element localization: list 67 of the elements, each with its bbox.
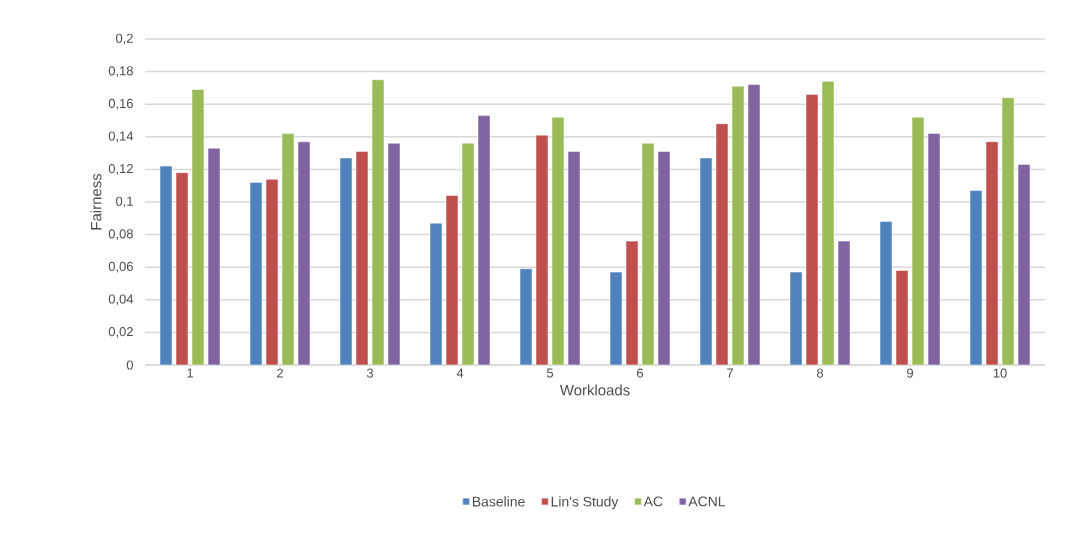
x-tick-label: 2 <box>277 368 283 378</box>
bar <box>461 143 475 366</box>
bar <box>175 172 189 366</box>
legend-label: Baseline <box>472 496 525 507</box>
y-tick-label: 0,16 <box>108 98 133 110</box>
bar <box>339 157 353 366</box>
bar <box>159 165 173 366</box>
x-tick-label: 3 <box>366 368 374 378</box>
bar <box>927 133 941 366</box>
legend-label: Lin's Study <box>551 496 619 510</box>
bar <box>477 115 491 366</box>
bar <box>747 84 761 366</box>
x-tick-label: 4 <box>456 368 464 378</box>
bar <box>821 81 835 366</box>
bar <box>609 271 623 366</box>
y-tick-label: 0,14 <box>108 131 134 143</box>
bar <box>535 134 549 366</box>
x-tick-label: 7 <box>727 368 733 378</box>
x-axis-title: Workloads <box>559 384 630 396</box>
bar <box>715 123 729 366</box>
y-tick-label: 0,18 <box>108 66 133 77</box>
y-tick-label: 0,12 <box>108 164 133 175</box>
bar <box>837 240 851 366</box>
x-tick-label: 1 <box>187 368 193 378</box>
bar <box>1017 164 1031 366</box>
bar <box>551 116 565 366</box>
x-tick-label: 5 <box>546 368 554 378</box>
bar <box>191 89 205 366</box>
bar <box>789 271 803 366</box>
bar <box>895 270 909 366</box>
y-tick-label: 0,2 <box>115 33 133 45</box>
bar <box>805 94 819 366</box>
y-axis-title: Fairness <box>90 173 102 230</box>
bar <box>969 190 983 366</box>
bar <box>281 133 295 366</box>
y-tick-label: 0 <box>126 360 133 370</box>
bar <box>1001 97 1015 366</box>
bar <box>355 151 369 366</box>
bar <box>429 222 443 366</box>
bar <box>625 240 639 366</box>
x-tick-label: 6 <box>637 368 644 378</box>
y-tick-label: 0,08 <box>108 229 133 240</box>
bar <box>249 182 263 366</box>
bar <box>371 79 385 366</box>
bar <box>387 143 401 366</box>
legend-label: AC <box>643 496 663 507</box>
bar <box>641 143 655 366</box>
bar <box>519 268 533 366</box>
bar <box>985 141 999 366</box>
x-tick-label: 8 <box>816 368 824 378</box>
bar <box>699 157 713 366</box>
bar <box>445 195 459 366</box>
bar <box>265 178 279 366</box>
y-tick-label: 0,04 <box>108 294 134 306</box>
bar <box>731 86 745 366</box>
bar <box>879 221 893 366</box>
x-tick-label: 9 <box>907 368 914 378</box>
legend-label: ACNL <box>688 496 726 507</box>
y-tick-label: 0,06 <box>108 261 133 273</box>
bar <box>567 151 581 366</box>
y-tick-label: 0,1 <box>115 196 133 208</box>
bar <box>207 147 221 366</box>
x-tick-label: 10 <box>993 368 1007 378</box>
bar <box>911 116 925 366</box>
bar <box>297 141 311 366</box>
y-tick-label: 0,02 <box>108 327 133 338</box>
bar <box>657 151 671 366</box>
